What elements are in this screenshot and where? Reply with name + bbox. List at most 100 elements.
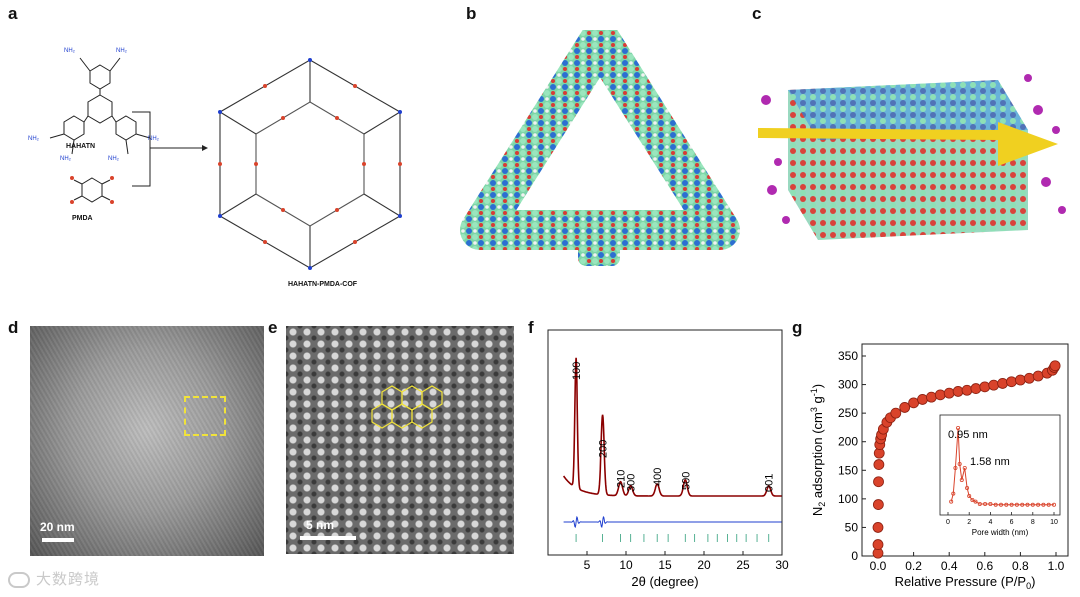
y-tick-label: 100 <box>838 492 858 506</box>
x-tick-label: 1.0 <box>1048 559 1065 573</box>
y-axis-ticks: 0 50 100 150 200 250 300 350 <box>838 349 866 563</box>
isotherm-point <box>872 499 884 510</box>
peak-label: 210 <box>616 470 628 488</box>
nh2-label: NH₂ <box>148 136 160 142</box>
inset-point <box>951 491 956 496</box>
x-axis-ticks: 5 10 15 20 25 30 <box>584 551 789 572</box>
isotherm-point <box>908 397 919 409</box>
peak-label: 500 <box>680 472 692 490</box>
overlay-hexagons <box>371 385 443 429</box>
inset-point <box>965 485 970 490</box>
inset-points <box>949 426 1056 507</box>
isotherm-points <box>872 360 1061 559</box>
isotherm-point <box>873 476 884 488</box>
y-tick-label: 250 <box>838 406 858 420</box>
inset-x-tick-label: 6 <box>1010 519 1014 526</box>
inset-annotation-1: 0.95 nm <box>948 429 988 441</box>
y-tick-label: 300 <box>838 378 858 392</box>
inset-point <box>1030 502 1035 507</box>
x-tick-label: 10 <box>619 558 633 572</box>
scale-bar <box>42 538 74 542</box>
isotherm-point <box>979 381 991 393</box>
watermark-text: 大数跨境 <box>36 571 101 588</box>
inset-x-tick-label: 2 <box>967 519 971 526</box>
x-tick-label: 5 <box>584 558 591 572</box>
panel-letter-a: a <box>8 4 18 23</box>
x-tick-label: 20 <box>697 558 711 572</box>
arrow-head <box>202 145 208 151</box>
inset-point <box>962 465 967 470</box>
inset-point <box>988 501 993 506</box>
nitrogen-dots <box>218 58 402 270</box>
peak-label: 200 <box>598 440 610 458</box>
selection-box <box>184 396 226 436</box>
inset-point <box>977 501 982 506</box>
reaction-scheme: NH₂ NH₂ NH₂ NH₂ NH₂ NH₂ HAHATN PMDA HA <box>28 48 402 288</box>
y-axis-label: N2 adsorption (cm3 g-1) <box>809 384 827 516</box>
inset-point <box>1009 502 1014 507</box>
isotherm-point <box>988 379 1000 391</box>
inset-curve <box>950 427 1054 506</box>
y-tick-label: 0 <box>851 549 858 563</box>
y-tick-label: 50 <box>845 520 859 534</box>
inset-point <box>1025 502 1030 507</box>
isotherm-point <box>1006 376 1017 388</box>
isotherm-point <box>1049 360 1061 372</box>
inset-point <box>967 493 972 498</box>
inset-point <box>993 502 998 507</box>
isotherm-point <box>970 383 982 394</box>
x-axis-label: 2θ (degree) <box>631 574 698 589</box>
isotherm-point <box>1014 374 1026 386</box>
bracket <box>132 111 151 187</box>
panel-letter-f: f <box>528 318 534 337</box>
x-tick-label: 0.6 <box>976 559 993 573</box>
x-tick-label: 0.0 <box>870 559 887 573</box>
isotherm-point <box>925 391 937 403</box>
inset-point <box>1036 502 1041 507</box>
inset-point <box>1046 502 1051 507</box>
inset-point <box>949 499 954 504</box>
x-axis-ticks: 0.0 0.2 0.4 0.6 0.8 1.0 <box>870 552 1065 573</box>
y-tick-label: 200 <box>838 435 858 449</box>
bragg-ticks <box>575 534 770 542</box>
inset-x-tick-label: 8 <box>1031 519 1035 526</box>
plot-frame <box>547 329 783 556</box>
y-tick-label: 150 <box>838 463 858 477</box>
inset-point <box>956 426 961 431</box>
watermark-icon <box>8 572 30 589</box>
hrtem-image: 5 nm <box>286 326 514 554</box>
x-tick-label: 0.8 <box>1012 559 1029 573</box>
inset-annotation-2: 1.58 nm <box>970 456 1010 468</box>
isotherm-point <box>917 394 928 405</box>
isotherm-point <box>934 389 946 401</box>
inset-x-tick-label: 0 <box>946 519 950 526</box>
inset-point <box>998 502 1003 507</box>
inset-point <box>983 501 988 506</box>
y-tick-label: 350 <box>838 349 858 363</box>
plot-frame <box>861 343 1069 557</box>
cof-framework <box>219 59 401 269</box>
isotherm-point <box>997 378 1009 389</box>
inset-point <box>953 465 958 470</box>
nh2-label: NH₂ <box>64 48 76 54</box>
x-tick-label: 25 <box>736 558 750 572</box>
nh2-label: NH₂ <box>60 156 72 162</box>
panel-letter-b: b <box>466 4 477 23</box>
nh2-label: NH₂ <box>28 136 40 142</box>
lattice-texture <box>30 326 264 556</box>
pmda-label: PMDA <box>72 215 93 222</box>
inset-point <box>1004 502 1009 507</box>
isotherm-point <box>952 386 964 397</box>
pxrd-curve <box>562 357 782 497</box>
inset-x-tick-label: 4 <box>988 519 992 526</box>
isotherm-point <box>1023 372 1035 384</box>
watermark: 大数跨境 <box>8 568 100 589</box>
panel-letter-g: g <box>792 318 803 337</box>
isotherm-point <box>943 387 955 399</box>
peak-label: 100 <box>571 362 583 380</box>
inset-point <box>959 477 964 482</box>
peak-label: 400 <box>652 468 664 486</box>
inset-point <box>1020 502 1025 507</box>
